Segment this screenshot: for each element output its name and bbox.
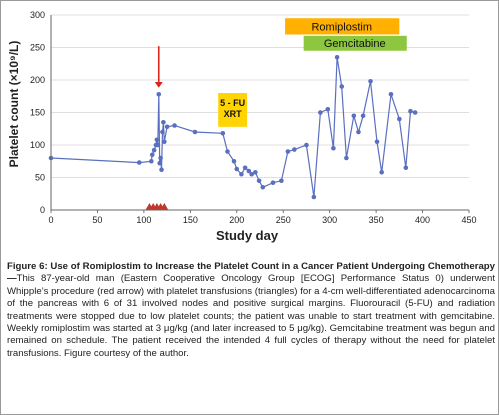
x-tick-label: 200 bbox=[229, 215, 244, 225]
data-point bbox=[285, 149, 291, 154]
data-point bbox=[220, 131, 226, 136]
data-point bbox=[158, 155, 163, 161]
data-point bbox=[412, 110, 418, 115]
axes: 0 50 100 150 200 250 300 0 50 100 150 200 250 300 350 4… bbox=[30, 10, 477, 225]
series-layer bbox=[48, 54, 418, 210]
x-tick-label: 300 bbox=[322, 215, 337, 225]
data-point bbox=[256, 178, 262, 184]
data-point bbox=[397, 116, 402, 122]
y-tick-label: 150 bbox=[30, 108, 45, 118]
grid bbox=[51, 14, 469, 178]
data-point bbox=[225, 149, 230, 154]
data-point bbox=[156, 92, 162, 97]
y-tick-label: 50 bbox=[35, 173, 45, 183]
data-point bbox=[149, 158, 154, 164]
data-point bbox=[374, 139, 380, 145]
data-point bbox=[239, 171, 244, 177]
data-point bbox=[155, 142, 161, 148]
y-tick-label: 250 bbox=[30, 43, 45, 53]
data-point bbox=[334, 54, 340, 60]
data-point bbox=[360, 113, 366, 119]
data-point bbox=[192, 129, 198, 135]
data-point bbox=[234, 166, 240, 172]
figure-caption: Figure 6: Use of Romiplostim to Increase… bbox=[7, 261, 495, 360]
fu-xrt-box bbox=[218, 93, 247, 127]
whipple-arrow bbox=[154, 46, 163, 88]
data-point bbox=[403, 165, 409, 171]
y-tick-label: 200 bbox=[30, 75, 45, 85]
data-point bbox=[270, 180, 276, 185]
transfusion-triangle bbox=[160, 203, 169, 210]
x-tick-label: 250 bbox=[276, 215, 291, 225]
x-tick-label: 450 bbox=[461, 215, 476, 225]
x-tick-label: 0 bbox=[48, 215, 53, 225]
data-point bbox=[249, 171, 254, 177]
data-point bbox=[408, 108, 413, 114]
x-tick-label: 100 bbox=[136, 215, 151, 225]
xrt-label: XRT bbox=[224, 109, 243, 119]
data-point bbox=[151, 147, 157, 153]
data-point bbox=[162, 139, 167, 145]
data-point bbox=[164, 124, 170, 130]
data-point bbox=[159, 167, 164, 172]
data-point bbox=[172, 123, 177, 128]
data-point bbox=[351, 113, 357, 119]
caption-title: Figure 6: Use of Romiplostim to Increase… bbox=[7, 261, 495, 285]
data-point bbox=[160, 129, 165, 135]
data-point bbox=[242, 165, 248, 171]
y-tick-label: 100 bbox=[30, 140, 45, 150]
x-tick-label: 350 bbox=[369, 215, 384, 225]
data-point bbox=[379, 170, 384, 175]
data-point bbox=[388, 92, 394, 97]
arrow-head bbox=[154, 81, 163, 88]
data-point bbox=[331, 145, 336, 151]
romiplostim-bar bbox=[285, 18, 400, 35]
data-point bbox=[318, 110, 323, 115]
data-point bbox=[311, 194, 317, 200]
data-point bbox=[154, 137, 160, 143]
data-point bbox=[368, 79, 373, 84]
data-point bbox=[304, 142, 309, 148]
data-point bbox=[149, 152, 155, 158]
x-tick-label: 50 bbox=[92, 215, 102, 225]
y-axis-title: Platelet count (×10⁹/L) bbox=[7, 41, 21, 168]
data-point bbox=[161, 119, 166, 125]
gemcitabine-bar bbox=[303, 35, 407, 51]
series-line bbox=[50, 57, 416, 198]
platelet-chart: Romiplostim Gemcitabine 5 - FU XRT 0 50 10… bbox=[7, 10, 477, 243]
data-point bbox=[246, 168, 252, 174]
data-point bbox=[231, 158, 237, 164]
romiplostim-label: Romiplostim bbox=[311, 22, 372, 34]
x-tick-label: 400 bbox=[415, 215, 430, 225]
y-tick-label: 300 bbox=[30, 10, 45, 20]
data-point bbox=[339, 84, 345, 89]
data-point bbox=[325, 106, 331, 112]
y-tick-label: 0 bbox=[40, 205, 45, 215]
annotation-layer: Romiplostim Gemcitabine 5 - FU XRT bbox=[218, 18, 407, 127]
gemcitabine-label: Gemcitabine bbox=[324, 38, 386, 50]
data-point bbox=[260, 184, 266, 190]
data-point bbox=[136, 160, 142, 165]
x-axis-title: Study day bbox=[216, 228, 279, 243]
data-point bbox=[356, 129, 361, 135]
data-point bbox=[344, 155, 349, 161]
data-point bbox=[279, 178, 284, 184]
x-tick-label: 150 bbox=[183, 215, 198, 225]
data-point bbox=[253, 170, 258, 175]
data-point bbox=[157, 160, 162, 166]
fu-label: 5 - FU bbox=[220, 98, 245, 108]
data-point bbox=[292, 147, 297, 152]
caption-body: This 87-year-old man (Eastern Cooperativ… bbox=[7, 273, 495, 359]
